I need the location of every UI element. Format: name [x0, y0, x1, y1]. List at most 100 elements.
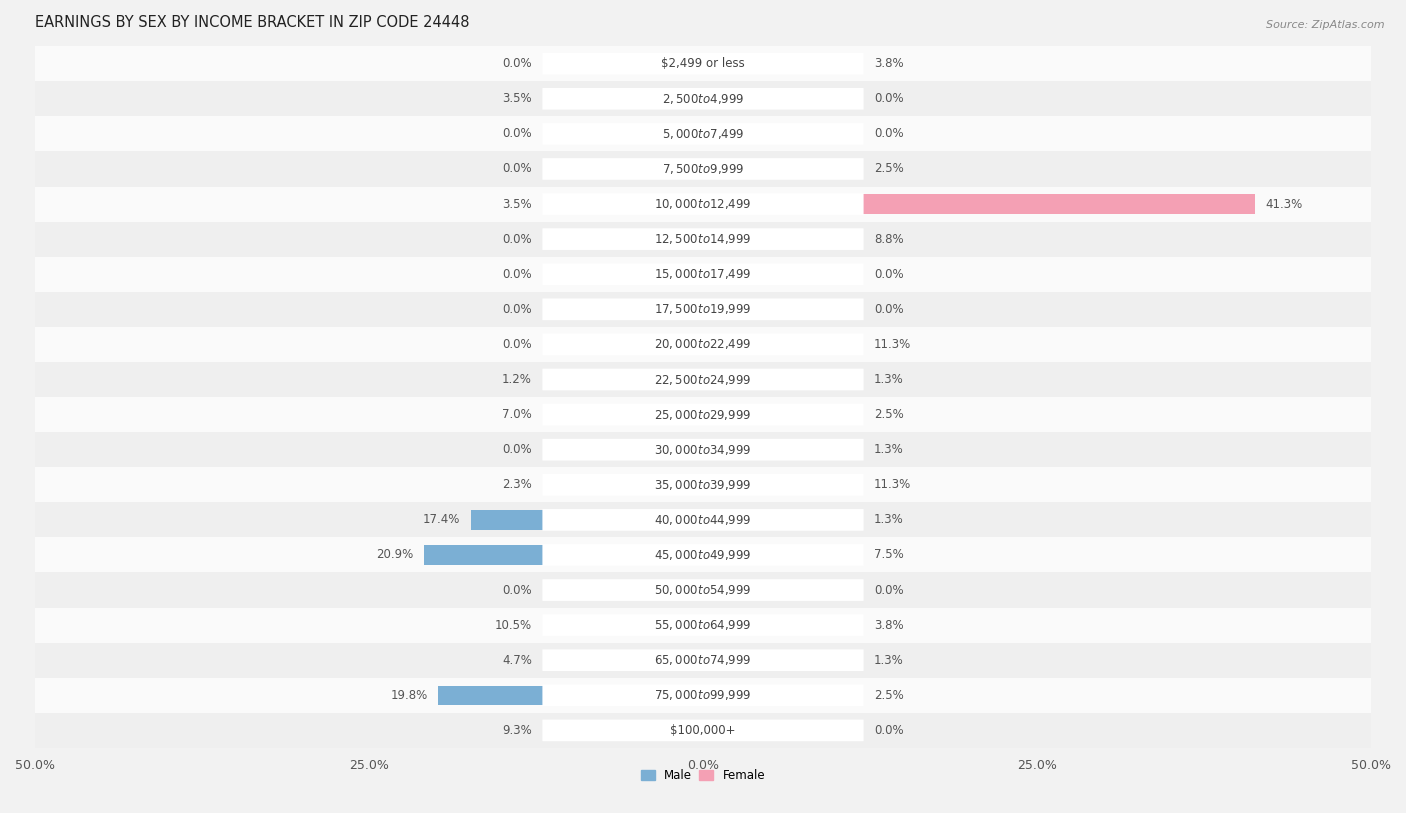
Bar [35, 186, 1371, 222]
FancyBboxPatch shape [543, 123, 863, 145]
Text: 11.3%: 11.3% [875, 478, 911, 491]
Bar [703, 615, 754, 635]
FancyBboxPatch shape [543, 404, 863, 425]
FancyBboxPatch shape [543, 439, 863, 460]
Bar [35, 362, 1371, 397]
Bar [35, 572, 1371, 607]
FancyBboxPatch shape [543, 650, 863, 671]
FancyBboxPatch shape [543, 53, 863, 75]
Bar [423, 546, 703, 564]
Bar [35, 713, 1371, 748]
FancyBboxPatch shape [543, 474, 863, 496]
Bar [35, 433, 1371, 467]
Text: 0.0%: 0.0% [875, 267, 904, 280]
Text: 17.4%: 17.4% [422, 513, 460, 526]
Bar [35, 116, 1371, 151]
Text: $65,000 to $74,999: $65,000 to $74,999 [654, 653, 752, 667]
Bar [657, 89, 703, 108]
FancyBboxPatch shape [543, 685, 863, 706]
Text: 0.0%: 0.0% [502, 584, 531, 597]
FancyBboxPatch shape [543, 544, 863, 566]
Text: 11.3%: 11.3% [875, 338, 911, 351]
Text: $10,000 to $12,499: $10,000 to $12,499 [654, 197, 752, 211]
Text: 3.5%: 3.5% [502, 93, 531, 106]
Bar [562, 615, 703, 635]
Text: Source: ZipAtlas.com: Source: ZipAtlas.com [1267, 20, 1385, 30]
Bar [703, 335, 853, 354]
Bar [703, 685, 737, 705]
Bar [640, 650, 703, 670]
Bar [35, 643, 1371, 678]
FancyBboxPatch shape [543, 333, 863, 355]
Text: $2,500 to $4,999: $2,500 to $4,999 [662, 92, 744, 106]
Text: 8.8%: 8.8% [875, 233, 904, 246]
FancyBboxPatch shape [543, 263, 863, 285]
Text: $25,000 to $29,999: $25,000 to $29,999 [654, 407, 752, 422]
Text: 1.3%: 1.3% [875, 513, 904, 526]
Text: $40,000 to $44,999: $40,000 to $44,999 [654, 513, 752, 527]
Text: $2,499 or less: $2,499 or less [661, 57, 745, 70]
Bar [703, 405, 737, 424]
Bar [35, 151, 1371, 186]
Bar [703, 475, 853, 494]
Bar [703, 546, 803, 564]
Bar [35, 537, 1371, 572]
Text: 10.5%: 10.5% [495, 619, 531, 632]
Text: 9.3%: 9.3% [502, 724, 531, 737]
Text: 2.5%: 2.5% [875, 408, 904, 421]
Bar [35, 46, 1371, 81]
Bar [703, 440, 720, 459]
FancyBboxPatch shape [543, 720, 863, 741]
Bar [703, 229, 821, 249]
Bar [579, 721, 703, 740]
Bar [35, 607, 1371, 643]
FancyBboxPatch shape [543, 509, 863, 531]
Bar [688, 370, 703, 389]
Bar [35, 257, 1371, 292]
Bar [35, 678, 1371, 713]
Text: $35,000 to $39,999: $35,000 to $39,999 [654, 478, 752, 492]
FancyBboxPatch shape [543, 88, 863, 110]
Text: $15,000 to $17,499: $15,000 to $17,499 [654, 267, 752, 281]
Text: $7,500 to $9,999: $7,500 to $9,999 [662, 162, 744, 176]
Text: 20.9%: 20.9% [375, 549, 413, 562]
Bar [703, 370, 720, 389]
Text: 1.3%: 1.3% [875, 373, 904, 386]
Text: 0.0%: 0.0% [875, 128, 904, 141]
Bar [703, 650, 720, 670]
Text: $75,000 to $99,999: $75,000 to $99,999 [654, 689, 752, 702]
Text: 4.7%: 4.7% [502, 654, 531, 667]
Text: 0.0%: 0.0% [502, 443, 531, 456]
Text: $100,000+: $100,000+ [671, 724, 735, 737]
Text: 19.8%: 19.8% [391, 689, 427, 702]
Bar [439, 685, 703, 705]
Text: 1.3%: 1.3% [875, 443, 904, 456]
Text: $22,500 to $24,999: $22,500 to $24,999 [654, 372, 752, 386]
Text: 1.3%: 1.3% [875, 654, 904, 667]
Text: EARNINGS BY SEX BY INCOME BRACKET IN ZIP CODE 24448: EARNINGS BY SEX BY INCOME BRACKET IN ZIP… [35, 15, 470, 30]
Bar [703, 54, 754, 73]
Bar [35, 502, 1371, 537]
Bar [35, 467, 1371, 502]
Text: $12,500 to $14,999: $12,500 to $14,999 [654, 233, 752, 246]
Bar [657, 194, 703, 214]
Bar [703, 194, 1254, 214]
Text: 0.0%: 0.0% [502, 302, 531, 315]
Bar [35, 327, 1371, 362]
Bar [35, 81, 1371, 116]
Text: 0.0%: 0.0% [875, 724, 904, 737]
Text: 0.0%: 0.0% [502, 163, 531, 176]
Text: 2.5%: 2.5% [875, 689, 904, 702]
Bar [35, 397, 1371, 433]
Text: 0.0%: 0.0% [502, 128, 531, 141]
Text: 41.3%: 41.3% [1265, 198, 1303, 211]
FancyBboxPatch shape [543, 298, 863, 320]
Text: 7.5%: 7.5% [875, 549, 904, 562]
Text: $50,000 to $54,999: $50,000 to $54,999 [654, 583, 752, 597]
Bar [35, 292, 1371, 327]
Text: 3.5%: 3.5% [502, 198, 531, 211]
Text: 0.0%: 0.0% [875, 93, 904, 106]
FancyBboxPatch shape [543, 159, 863, 180]
Legend: Male, Female: Male, Female [636, 764, 770, 786]
Bar [35, 222, 1371, 257]
